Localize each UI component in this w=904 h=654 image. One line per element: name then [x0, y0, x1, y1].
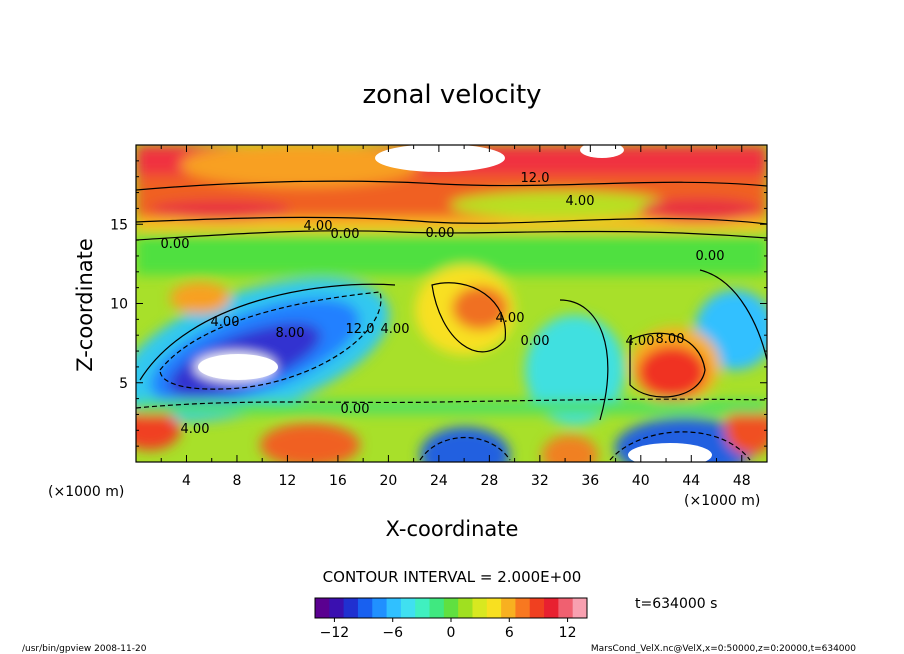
contour-label: 0.00 [426, 226, 455, 241]
colorbar-swatch [458, 598, 473, 618]
field-jet-white [198, 354, 278, 380]
colorbar-swatch [558, 598, 574, 618]
colorbar-swatch [357, 598, 373, 618]
colorbar [315, 598, 588, 618]
contour-label: 0.00 [341, 402, 370, 417]
x-tick-label: 28 [480, 473, 498, 489]
contour-label: 0.00 [331, 227, 360, 242]
y-tick-label: 5 [119, 376, 128, 392]
field-cyan-region [525, 315, 625, 425]
contour-line [136, 216, 767, 225]
contour-line [136, 230, 767, 241]
contour-label: 8.00 [276, 326, 305, 341]
y-tick-label: 10 [110, 297, 128, 313]
colorbar-tick-label: 6 [505, 625, 514, 641]
colorbar-swatch [315, 598, 330, 618]
field-right-core [638, 346, 706, 398]
contour-line [136, 398, 767, 409]
colorbar-swatch [501, 598, 516, 618]
colorbar-swatch [515, 598, 531, 618]
contour-line [159, 291, 382, 390]
contour-line [609, 431, 751, 461]
x-tick-label: 32 [531, 473, 549, 489]
x-tick-label: 20 [379, 473, 397, 489]
colorbar-swatch [429, 598, 445, 618]
contour-label: 12.0 [521, 171, 550, 186]
colorbar-swatch [529, 598, 545, 618]
field-bottom-orange [542, 435, 598, 462]
contour-label: 4.00 [381, 322, 410, 337]
x-axis-label: X-coordinate [386, 517, 519, 541]
colorbar-swatch [486, 598, 502, 618]
x-tick-label: 4 [182, 473, 191, 489]
contour-label: 4.00 [566, 194, 595, 209]
colorbar-swatch [372, 598, 388, 618]
x-tick-label: 40 [632, 473, 650, 489]
contour-label: 12.0 [346, 322, 375, 337]
time-label: t=634000 s [635, 596, 717, 612]
contour-label: 8.00 [656, 332, 685, 347]
field-bottom-warm [260, 423, 360, 462]
colorbar-swatch [544, 598, 559, 618]
colorbar-swatch [329, 598, 345, 618]
x-tick-label: 48 [733, 473, 751, 489]
colorbar-swatch [443, 598, 459, 618]
x-tick-label: 16 [329, 473, 347, 489]
contour-line [699, 269, 767, 361]
contour-label: 0.00 [161, 237, 190, 252]
contour-label: 4.00 [304, 219, 333, 234]
colorbar-tick-label: 0 [447, 625, 456, 641]
field-band-yellow [136, 218, 767, 232]
x-tick-label: 8 [232, 473, 241, 489]
field-bottom-band [136, 400, 767, 414]
colorbar-tick-label: 12 [559, 625, 577, 641]
field-warm-patch-4 [640, 198, 760, 222]
contour-label: 4.00 [496, 311, 525, 326]
contour-label: 4.00 [626, 334, 655, 349]
field-bottom-right-warm [725, 405, 767, 455]
field-warm-patch-3 [150, 200, 290, 220]
chart-title: zonal velocity [362, 80, 541, 110]
contour-label: 4.00 [181, 422, 210, 437]
colorbar-tick-label: −12 [320, 625, 350, 641]
field-warm-patch-2 [450, 191, 670, 219]
field-bottom-blue [420, 427, 510, 462]
contour-line [139, 283, 396, 381]
field-warm-patch-1 [180, 145, 420, 187]
footer-left: /usr/bin/gpview 2008-11-20 [22, 644, 147, 654]
colorbar-swatch [572, 598, 588, 618]
contour-label: 0.00 [696, 249, 725, 264]
x-tick-label: 36 [581, 473, 599, 489]
x-tick-label: 24 [430, 473, 448, 489]
x-unit-right: (×1000 m) [684, 493, 760, 509]
colorbar-swatch [343, 598, 359, 618]
colorbar-swatch [386, 598, 402, 618]
colorbar-tick-label: −6 [382, 625, 403, 641]
x-unit-left: (×1000 m) [48, 484, 124, 500]
field-top-max [375, 145, 505, 172]
field-top-max-2 [580, 145, 624, 158]
heatmap-field [136, 145, 767, 462]
colorbar-swatch [472, 598, 488, 618]
contour-line [419, 436, 511, 461]
field-center-core [452, 286, 508, 330]
contour-line [136, 180, 767, 191]
contour-lines [136, 180, 767, 461]
x-tick-label: 44 [682, 473, 700, 489]
contour-line [431, 282, 506, 353]
x-tick-label: 12 [279, 473, 297, 489]
contour-label: 4.00 [211, 315, 240, 330]
colorbar-swatch [415, 598, 431, 618]
colorbar-swatch [400, 598, 416, 618]
contour-line [629, 332, 706, 398]
footer-right: MarsCond_VelX.nc@VelX,x=0:50000,z=0:2000… [591, 644, 856, 654]
field-bottom-left [136, 410, 180, 450]
contour-interval: CONTOUR INTERVAL = 2.000E+00 [323, 568, 582, 586]
contour-label: 0.00 [521, 334, 550, 349]
y-axis-label: Z-coordinate [73, 238, 97, 372]
y-tick-label: 15 [110, 217, 128, 233]
field-left-blob [170, 282, 230, 314]
contour-line [559, 299, 609, 421]
